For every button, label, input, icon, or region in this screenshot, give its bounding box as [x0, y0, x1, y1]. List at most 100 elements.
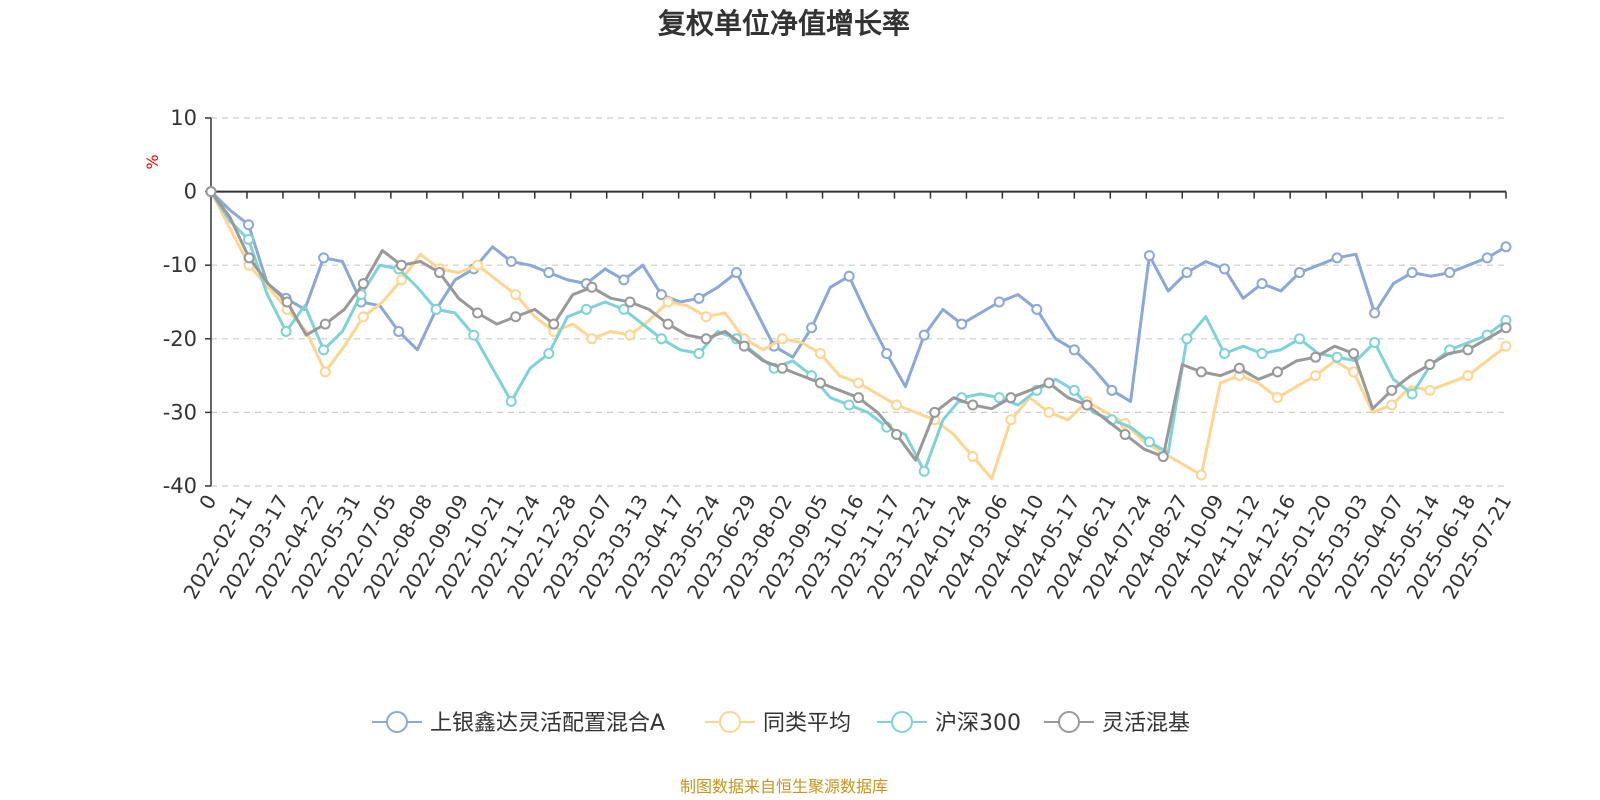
data-point	[814, 348, 826, 360]
data-point	[1331, 351, 1343, 363]
data-point	[1157, 451, 1169, 463]
legend-marker-circle	[1058, 711, 1080, 733]
data-point	[281, 296, 293, 308]
data-point	[468, 329, 480, 341]
data-point	[918, 329, 930, 341]
data-point	[1481, 252, 1493, 264]
data-point	[731, 267, 743, 279]
legend-label: 灵活混基	[1102, 711, 1190, 736]
data-point	[430, 303, 442, 315]
data-point	[843, 270, 855, 282]
data-point	[1068, 384, 1080, 396]
data-point	[891, 428, 903, 440]
y-axis-unit-label: %	[143, 154, 162, 169]
y-tick-label: -10	[163, 253, 197, 277]
data-point	[243, 233, 255, 245]
data-point	[918, 465, 930, 477]
data-point	[967, 399, 979, 411]
data-point	[318, 252, 330, 264]
series-line-1	[209, 190, 1507, 403]
data-point	[580, 303, 592, 315]
data-point	[393, 325, 405, 337]
data-point	[853, 392, 864, 404]
data-point	[357, 311, 369, 323]
data-point	[586, 281, 598, 293]
data-point	[881, 348, 893, 360]
series-line-2	[209, 190, 1507, 481]
data-point	[776, 362, 788, 374]
legend-label: 上银鑫达灵活配置混合A	[430, 711, 665, 736]
data-point	[993, 296, 1005, 308]
data-point	[1310, 370, 1322, 382]
data-point	[1406, 388, 1418, 400]
data-point	[618, 274, 630, 286]
data-point	[543, 348, 555, 360]
data-point	[693, 292, 705, 304]
data-point	[543, 267, 555, 279]
data-point	[319, 318, 331, 330]
data-point	[318, 344, 330, 356]
data-point	[1043, 377, 1055, 389]
data-point	[806, 322, 818, 334]
data-point	[505, 256, 517, 268]
data-point	[205, 186, 217, 198]
data-point	[395, 274, 407, 286]
y-tick-label: -30	[163, 400, 197, 424]
data-point	[1181, 267, 1193, 279]
data-point	[510, 311, 522, 323]
legend-marker-circle	[719, 711, 741, 733]
data-point	[472, 307, 484, 319]
data-point	[814, 377, 826, 389]
data-point	[1500, 241, 1512, 253]
y-tick-label: -40	[163, 474, 197, 498]
data-point	[1406, 267, 1418, 279]
data-point	[1500, 322, 1512, 334]
data-point	[1271, 366, 1283, 378]
data-point	[655, 289, 667, 301]
data-point	[1143, 250, 1155, 262]
data-point	[929, 406, 941, 418]
data-point	[586, 333, 598, 345]
data-point	[1218, 263, 1230, 275]
x-tick-label: 0	[194, 491, 221, 514]
data-point	[655, 333, 667, 345]
series-line-3	[209, 190, 1507, 473]
data-point	[1271, 392, 1283, 404]
legend-item: 同类平均	[705, 711, 851, 736]
y-tick-label: -20	[163, 327, 197, 351]
data-point	[738, 340, 750, 352]
data-point	[843, 399, 855, 411]
data-point	[1294, 267, 1306, 279]
data-point	[1195, 366, 1207, 378]
data-point	[280, 325, 292, 337]
legend-marker-circle	[386, 711, 408, 733]
legend-label: 同类平均	[763, 711, 851, 736]
data-point	[1081, 399, 1093, 411]
data-point	[319, 366, 331, 378]
legend-item: 沪深300	[877, 711, 1021, 736]
data-point	[434, 267, 446, 279]
y-tick-label: 10	[170, 106, 197, 130]
data-source-note: 制图数据来自恒生聚源数据库	[680, 777, 888, 796]
data-point	[1424, 359, 1436, 371]
data-point	[357, 278, 369, 290]
data-point	[956, 318, 968, 330]
data-point	[967, 451, 979, 463]
data-point	[1195, 469, 1207, 481]
data-point	[624, 329, 636, 341]
data-point	[618, 303, 630, 315]
chart-title: 复权单位净值增长率	[658, 7, 910, 40]
data-point	[1310, 351, 1322, 363]
data-point	[993, 392, 1005, 404]
data-point	[1424, 384, 1436, 396]
data-point	[1500, 340, 1512, 352]
data-point	[1369, 307, 1381, 319]
series-line-4	[209, 190, 1507, 462]
data-point	[243, 252, 255, 264]
data-point	[662, 296, 674, 308]
data-point	[1031, 303, 1043, 315]
series-lines	[205, 186, 1512, 481]
data-point	[700, 311, 712, 323]
data-point	[1331, 252, 1343, 264]
data-point	[700, 333, 712, 345]
